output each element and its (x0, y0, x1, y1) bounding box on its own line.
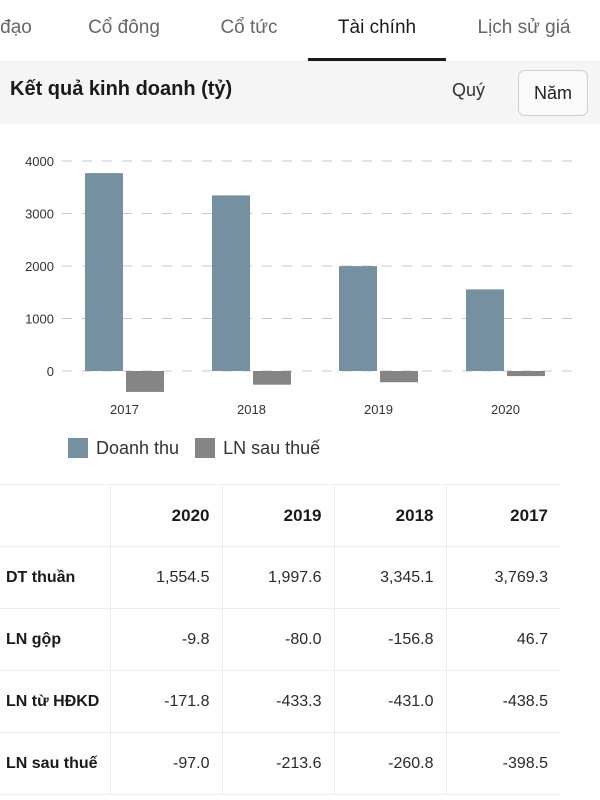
y-tick-label: 1000 (25, 312, 54, 327)
y-tick-label: 4000 (25, 154, 54, 169)
x-tick-label: 2020 (491, 402, 520, 417)
tab-shareholders[interactable]: Cổ đông (88, 17, 160, 38)
y-tick-label: 2000 (25, 259, 54, 274)
table-cell: 3,769.3 (446, 546, 560, 609)
bar-net-profit (253, 371, 291, 385)
tab-finance[interactable]: Tài chính (337, 17, 417, 38)
table-cell: -431.0 (334, 670, 447, 733)
x-tick-label: 2019 (364, 402, 393, 417)
x-tick-label: 2017 (110, 402, 139, 417)
bar-chart-svg: 4000 3000 2000 1000 0 2017 2018 2019 2020 (25, 154, 575, 417)
table-cell: -433.3 (222, 670, 335, 733)
column-header: 2017 (446, 484, 560, 547)
bar-net-profit (507, 371, 545, 377)
row-label: LN từ HĐKD (0, 670, 111, 733)
x-tick-label: 2018 (237, 402, 266, 417)
active-tab-indicator (308, 58, 446, 61)
bar-revenue (339, 266, 377, 371)
period-year-button[interactable]: Năm (518, 70, 588, 116)
table-cell: 3,345.1 (334, 546, 447, 609)
legend-swatch-revenue (68, 438, 88, 458)
table-row: LN gộp -9.8 -80.0 -156.8 46.7 (0, 608, 560, 671)
bar-revenue (85, 173, 123, 371)
legend-item-profit: LN sau thuế (195, 438, 320, 459)
section-title: Kết quả kinh doanh (tỷ) (10, 78, 233, 100)
table-row: LN từ HĐKD -171.8 -433.3 -431.0 -438.5 (0, 670, 560, 733)
table-cell: 1,554.5 (110, 546, 223, 609)
row-label: DT thuần (0, 546, 111, 609)
table-row: DT thuần 1,554.5 1,997.6 3,345.1 3,769.3 (0, 546, 560, 609)
chart-legend: Doanh thu LN sau thuế (68, 436, 336, 460)
legend-swatch-profit (195, 438, 216, 458)
column-header: 2018 (334, 484, 447, 547)
table-cell: -156.8 (334, 608, 447, 671)
table-cell: 46.7 (446, 608, 560, 671)
table-cell: -9.8 (110, 608, 223, 671)
legend-label-revenue: Doanh thu (96, 437, 180, 458)
row-label: LN sau thuế (0, 732, 111, 795)
legend-item-revenue: Doanh thu (68, 438, 179, 459)
table-cell: -171.8 (110, 670, 223, 733)
table-cell: -80.0 (222, 608, 335, 671)
y-tick-label: 0 (47, 364, 54, 379)
table-corner-cell (0, 484, 111, 547)
table-cell: -438.5 (446, 670, 560, 733)
table-header-row: 2020 2019 2018 2017 (0, 484, 560, 547)
tab-bar: đạo Cổ đông Cổ tức Tài chính Lịch sử giá (0, 0, 600, 62)
tab-price-history[interactable]: Lịch sử giá (477, 17, 571, 38)
legend-label-profit: LN sau thuế (223, 437, 321, 458)
column-header: 2020 (110, 484, 223, 547)
period-quarter-button[interactable]: Quý (452, 80, 486, 100)
tab-dividends[interactable]: Cổ tức (220, 17, 278, 38)
business-results-chart: 4000 3000 2000 1000 0 2017 2018 2019 2020 (0, 124, 600, 474)
table-row: LN sau thuế -97.0 -213.6 -260.8 -398.5 (0, 732, 560, 795)
tab-leadership[interactable]: đạo (0, 17, 32, 38)
y-tick-label: 3000 (25, 207, 54, 222)
section-header: Kết quả kinh doanh (tỷ) Quý (0, 62, 600, 124)
column-header: 2019 (222, 484, 335, 547)
bar-revenue (466, 289, 504, 371)
table-cell: -213.6 (222, 732, 335, 795)
row-label: LN gộp (0, 608, 111, 671)
bar-revenue (212, 195, 250, 371)
table-cell: -97.0 (110, 732, 223, 795)
bar-net-profit (126, 371, 164, 392)
financial-table: 2020 2019 2018 2017 DT thuần 1,554.5 1,9… (0, 484, 560, 795)
table-cell: 1,997.6 (222, 546, 335, 609)
table-cell: -398.5 (446, 732, 560, 795)
table-cell: -260.8 (334, 732, 447, 795)
bar-net-profit (380, 371, 418, 383)
